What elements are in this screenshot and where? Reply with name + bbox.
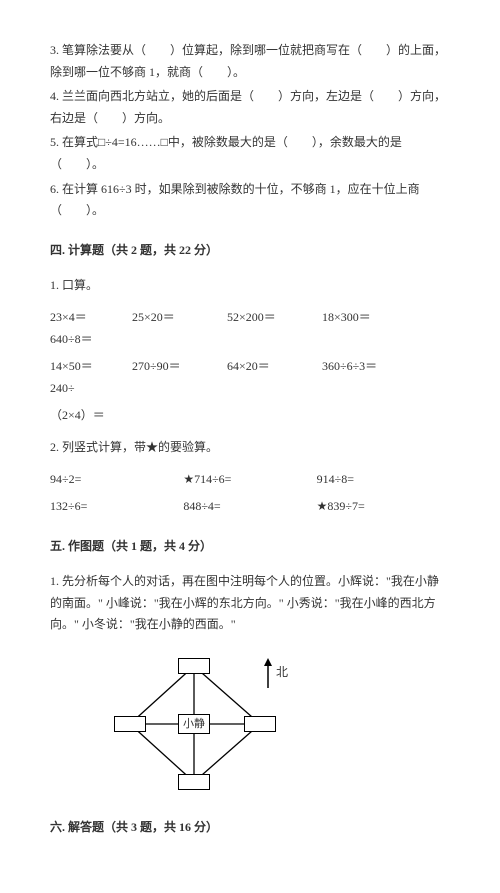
calc-item: 14×50＝ xyxy=(50,356,132,378)
calc-item: 23×4＝ xyxy=(50,307,132,329)
verify-item: ★714÷6= xyxy=(183,469,316,491)
fillin-q5: 5. 在算式□÷4=16……□中，被除数最大的是（ ），余数最大的是（ ）。 xyxy=(50,132,450,175)
calc-row-1: 23×4＝ 25×20＝ 52×200＝ 18×300＝ 640÷8＝ xyxy=(50,307,450,350)
verify-row-2: 132÷6= 848÷4= ★839÷7= xyxy=(50,496,450,518)
fillin-q6: 6. 在计算 616÷3 时，如果除到被除数的十位，不够商 1，应在十位上商（ … xyxy=(50,179,450,222)
calc-item: 240÷ xyxy=(50,378,100,400)
verify-item: ★839÷7= xyxy=(317,496,450,518)
section5-q1: 1. 先分析每个人的对话，再在图中注明每个人的位置。小辉说："我在小静的南面。"… xyxy=(50,571,450,636)
calc-item: 640÷8＝ xyxy=(50,329,100,351)
calc-row-2: 14×50＝ 270÷90＝ 64×20＝ 360÷6÷3＝ 240÷ xyxy=(50,356,450,399)
verify-item: 132÷6= xyxy=(50,496,183,518)
north-label: 北 xyxy=(276,662,288,684)
verify-item: 914÷8= xyxy=(317,469,450,491)
calc-item: 360÷6÷3＝ xyxy=(322,356,412,378)
calc-item: 270÷90＝ xyxy=(132,356,227,378)
fillin-q4: 4. 兰兰面向西北方站立，她的后面是（ ）方向，左边是（ ）方向，右边是（ ）方… xyxy=(50,86,450,129)
verify-item: 94÷2= xyxy=(50,469,183,491)
calc-item: 64×20＝ xyxy=(227,356,322,378)
section4-q2-label: 2. 列竖式计算，带★的要验算。 xyxy=(50,437,450,459)
fillin-q3: 3. 笔算除法要从（ ）位算起，除到哪一位就把商写在（ ）的上面，除到哪一位不够… xyxy=(50,40,450,83)
position-diagram: 小静 北 xyxy=(110,654,310,799)
section5-title: 五. 作图题（共 1 题，共 4 分） xyxy=(50,536,450,558)
verify-item: 848÷4= xyxy=(183,496,316,518)
calc-item: 52×200＝ xyxy=(227,307,322,329)
calc-row-2b: （2×4）＝ xyxy=(50,405,450,427)
calc-item: （2×4）＝ xyxy=(50,405,105,427)
section6-title: 六. 解答题（共 3 题，共 16 分） xyxy=(50,817,450,839)
section4-q1-label: 1. 口算。 xyxy=(50,275,450,297)
calc-item: 25×20＝ xyxy=(132,307,227,329)
calc-item: 18×300＝ xyxy=(322,307,412,329)
section4-title: 四. 计算题（共 2 题，共 22 分） xyxy=(50,240,450,262)
verify-row-1: 94÷2= ★714÷6= 914÷8= xyxy=(50,469,450,491)
